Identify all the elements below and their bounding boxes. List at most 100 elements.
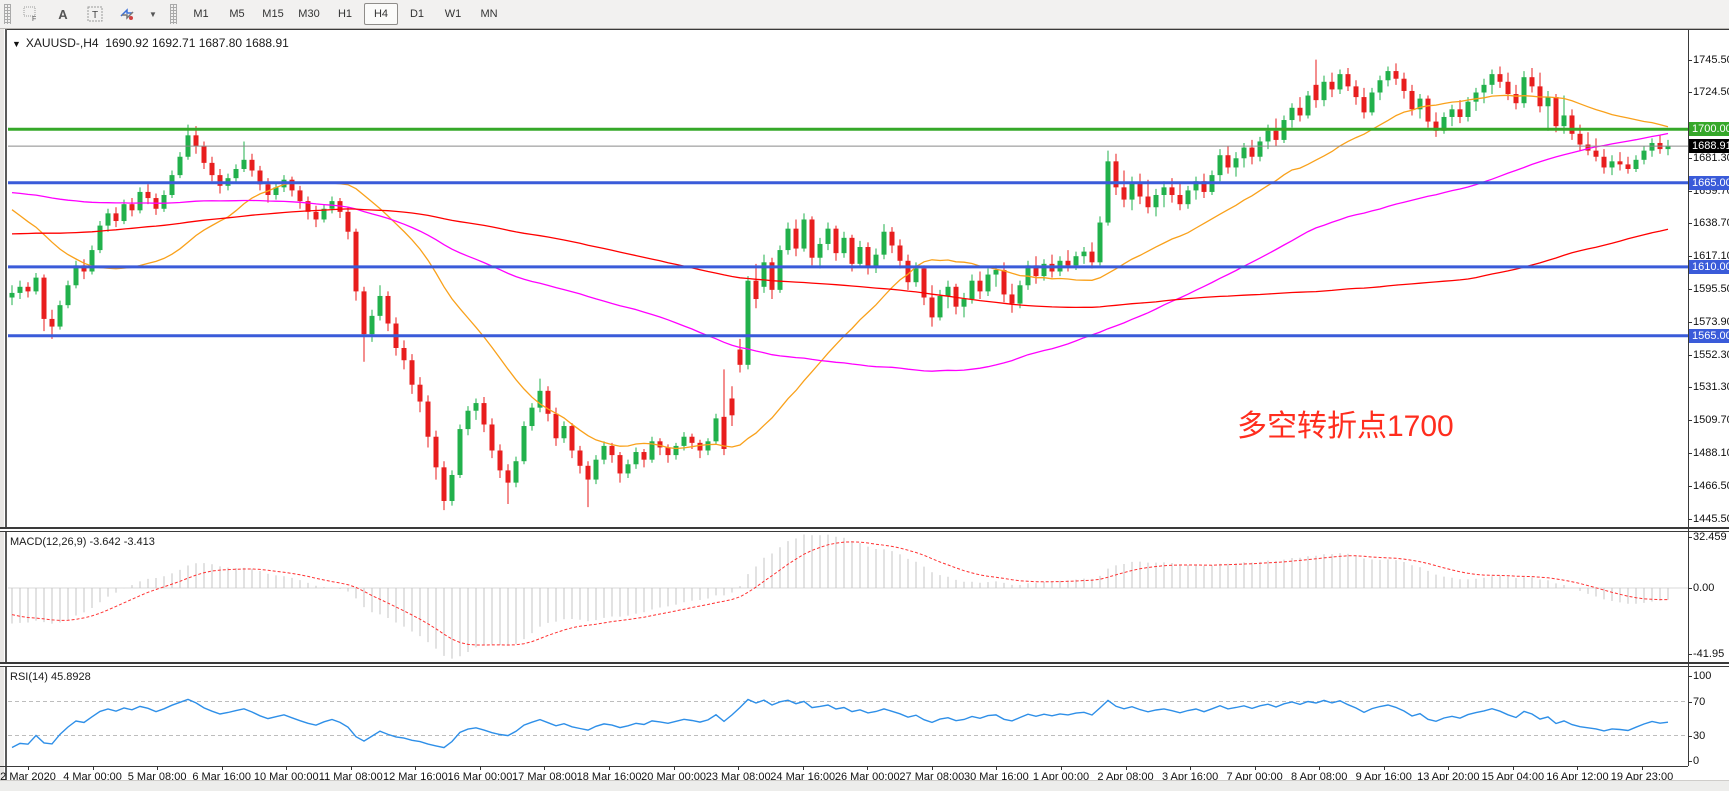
- timeframe-button-m1[interactable]: M1: [193, 8, 209, 20]
- panel-separator-rsi[interactable]: [0, 662, 1729, 667]
- toolbar-drag-handle[interactable]: [3, 3, 12, 25]
- candle-body: [1481, 84, 1487, 93]
- candle-body: [49, 318, 55, 327]
- ma-line-72: [11, 132, 1669, 372]
- candle-body: [1449, 109, 1455, 117]
- candle-body: [1081, 251, 1087, 257]
- level-price-label: 1610.00: [1689, 259, 1729, 274]
- letter-t-icon[interactable]: T: [82, 2, 108, 26]
- macd-signal-line: [11, 541, 1668, 646]
- candle-body: [1137, 182, 1143, 197]
- rsi-plot[interactable]: [8, 668, 1688, 766]
- candle-body: [1577, 133, 1583, 145]
- price-tick: 1509.70: [1688, 414, 1729, 427]
- candle-body: [449, 474, 455, 501]
- candle-body: [1113, 161, 1119, 188]
- candle-body: [313, 211, 319, 220]
- candle-body: [1265, 130, 1271, 142]
- candle-body: [345, 211, 351, 232]
- price-tick: 1595.50: [1688, 283, 1729, 296]
- candle-body: [945, 286, 951, 296]
- date-tick: [867, 766, 869, 770]
- candle-body: [1417, 98, 1423, 110]
- timeframe-button-h4[interactable]: H4: [364, 3, 398, 25]
- price-chart-plot[interactable]: [8, 29, 1688, 527]
- macd-plot[interactable]: [8, 532, 1688, 663]
- dotted-grid-icon[interactable]: F: [18, 2, 44, 26]
- candle-body: [1073, 256, 1079, 266]
- letter-a-icon[interactable]: A: [58, 6, 68, 22]
- candle-body: [577, 450, 583, 466]
- candle-body: [1665, 146, 1671, 150]
- candle-body: [1153, 195, 1159, 208]
- dropdown-caret-icon[interactable]: ▼: [149, 9, 157, 19]
- price-tick: 1573.90: [1688, 316, 1729, 329]
- candle-body: [681, 436, 687, 446]
- candle-body: [57, 305, 63, 327]
- candle-body: [625, 464, 631, 474]
- candle-body: [257, 170, 263, 185]
- candle-body: [9, 292, 15, 298]
- candle-body: [1561, 115, 1567, 127]
- date-tick: [1577, 766, 1579, 770]
- candle-body: [497, 450, 503, 471]
- candle-body: [985, 274, 991, 292]
- candle-body: [233, 168, 239, 179]
- price-tick: 1724.50: [1688, 85, 1729, 98]
- candle-body: [441, 467, 447, 501]
- timeframe-button-mn[interactable]: MN: [480, 8, 498, 20]
- candle-body: [913, 268, 919, 283]
- symbol-label: XAUUSD-,H4: [25, 36, 99, 50]
- candle-body: [1009, 294, 1015, 304]
- timeframe-toolbar-handle[interactable]: [169, 3, 178, 25]
- ma-line-140: [11, 208, 1669, 309]
- level-price-label: 1700.00: [1689, 122, 1729, 137]
- candle-body: [1617, 161, 1623, 165]
- candle-body: [529, 407, 535, 427]
- candle-body: [561, 426, 567, 439]
- candle-body: [217, 175, 223, 186]
- macd-tick: -41.95: [1688, 648, 1729, 660]
- candle-body: [249, 159, 255, 171]
- candle-body: [1321, 81, 1327, 101]
- candle-body: [505, 470, 511, 483]
- candle-body: [553, 413, 559, 439]
- candle-body: [689, 436, 695, 443]
- candle-body: [1105, 161, 1111, 223]
- candle-body: [1017, 285, 1023, 304]
- candle-body: [865, 247, 871, 267]
- timeframe-button-m5[interactable]: M5: [229, 8, 245, 20]
- date-tick: [415, 766, 417, 770]
- candle-body: [1425, 98, 1431, 122]
- date-tick: [1448, 766, 1450, 770]
- price-tick: 1445.50: [1688, 512, 1729, 525]
- candle-body: [1257, 141, 1263, 157]
- candle-body: [905, 260, 911, 283]
- candle-body: [809, 219, 815, 258]
- candle-body: [1393, 71, 1399, 79]
- timeframe-button-w1[interactable]: W1: [444, 8, 462, 20]
- timeframe-button-d1[interactable]: D1: [409, 8, 425, 20]
- candle-body: [1089, 251, 1095, 263]
- panel-separator-macd[interactable]: [0, 527, 1729, 532]
- date-tick: [1319, 766, 1321, 770]
- candle-body: [921, 268, 927, 298]
- candle-body: [97, 225, 103, 251]
- cycle-arrows-icon[interactable]: [114, 2, 140, 26]
- timeframe-button-h1[interactable]: H1: [337, 8, 353, 20]
- candle-body: [1201, 181, 1207, 192]
- candle-body: [785, 228, 791, 251]
- timeframe-button-m15[interactable]: M15: [262, 8, 284, 20]
- candle-body: [1609, 161, 1615, 168]
- candle-body: [1401, 78, 1407, 91]
- rsi-tick: 0: [1688, 755, 1729, 767]
- date-tick: [1383, 766, 1385, 770]
- candle-body: [33, 277, 39, 292]
- candle-body: [409, 360, 415, 385]
- candle-body: [641, 452, 647, 460]
- candle-body: [1001, 269, 1007, 295]
- candle-body: [273, 187, 279, 195]
- timeframe-button-m30[interactable]: M30: [298, 8, 320, 20]
- symbol-dropdown-icon[interactable]: ▼: [12, 39, 21, 49]
- candle-body: [1489, 74, 1495, 85]
